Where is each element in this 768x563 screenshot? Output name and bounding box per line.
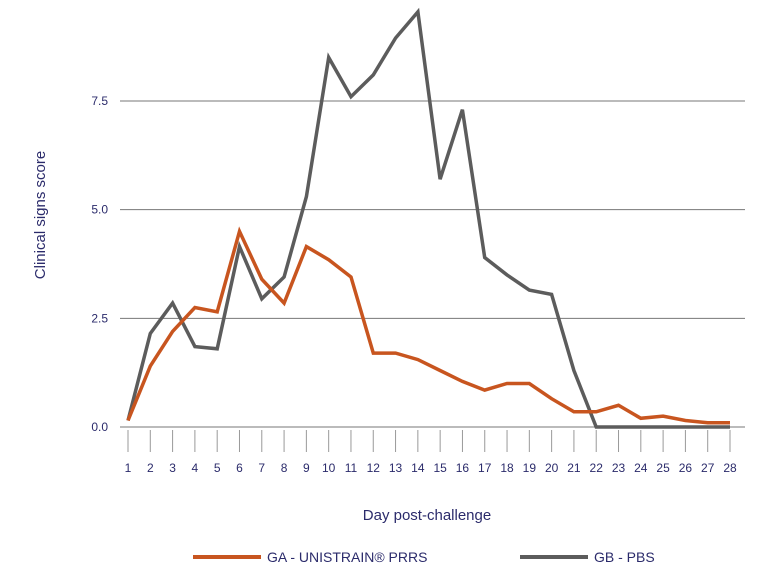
x-tick-label: 5 bbox=[214, 461, 221, 475]
x-tick-label: 3 bbox=[169, 461, 176, 475]
grid-lines bbox=[120, 100, 745, 428]
x-tick-label: 14 bbox=[411, 461, 425, 475]
x-axis-title: Day post-challenge bbox=[363, 507, 491, 524]
series-line-gb bbox=[126, 7, 730, 429]
legend-label-ga: GA - UNISTRAIN® PRRS bbox=[267, 549, 427, 563]
y-tick-label: 5.0 bbox=[91, 203, 108, 217]
legend-label-gb: GB - PBS bbox=[594, 549, 655, 563]
legend: GA - UNISTRAIN® PRRS GB - PBS bbox=[193, 549, 655, 563]
y-tick-label: 0.0 bbox=[91, 420, 108, 434]
x-tick-label: 6 bbox=[236, 461, 243, 475]
x-tick-label: 11 bbox=[345, 461, 358, 475]
x-tick-label: 16 bbox=[456, 461, 470, 475]
y-axis-ticks: 0.0 2.5 5.0 7.5 bbox=[91, 94, 108, 434]
x-tick-label: 21 bbox=[567, 461, 581, 475]
x-tick-label: 2 bbox=[147, 461, 154, 475]
y-tick-label: 2.5 bbox=[91, 311, 108, 325]
x-tick-label: 17 bbox=[478, 461, 492, 475]
x-tick-label: 20 bbox=[545, 461, 559, 475]
x-tick-label: 28 bbox=[723, 461, 737, 475]
x-tick-label: 9 bbox=[303, 461, 310, 475]
x-tick-label: 8 bbox=[281, 461, 288, 475]
x-tick-label: 7 bbox=[258, 461, 265, 475]
x-tick-label: 13 bbox=[389, 461, 403, 475]
x-tick-label: 24 bbox=[634, 461, 648, 475]
x-tick-label: 26 bbox=[679, 461, 693, 475]
x-tick-label: 4 bbox=[192, 461, 199, 475]
y-axis-title: Clinical signs score bbox=[32, 151, 49, 279]
x-tick-label: 25 bbox=[656, 461, 670, 475]
x-tick-label: 19 bbox=[523, 461, 537, 475]
x-tick-label: 1 bbox=[125, 461, 132, 475]
x-tick-label: 15 bbox=[433, 461, 447, 475]
x-tick-label: 22 bbox=[590, 461, 604, 475]
x-axis: 1 2 3 4 5 6 7 8 9 10 11 12 13 14 15 16 17 18 19 20 21 22 23 24 2… bbox=[125, 430, 737, 475]
x-tick-label: 18 bbox=[500, 461, 514, 475]
x-tick-label: 10 bbox=[322, 461, 336, 475]
y-tick-label: 7.5 bbox=[91, 94, 108, 108]
x-tick-label: 27 bbox=[701, 461, 715, 475]
series-line-ga bbox=[126, 226, 730, 425]
x-tick-label: 12 bbox=[367, 461, 381, 475]
x-tick-label: 23 bbox=[612, 461, 626, 475]
series-lines bbox=[126, 7, 730, 429]
